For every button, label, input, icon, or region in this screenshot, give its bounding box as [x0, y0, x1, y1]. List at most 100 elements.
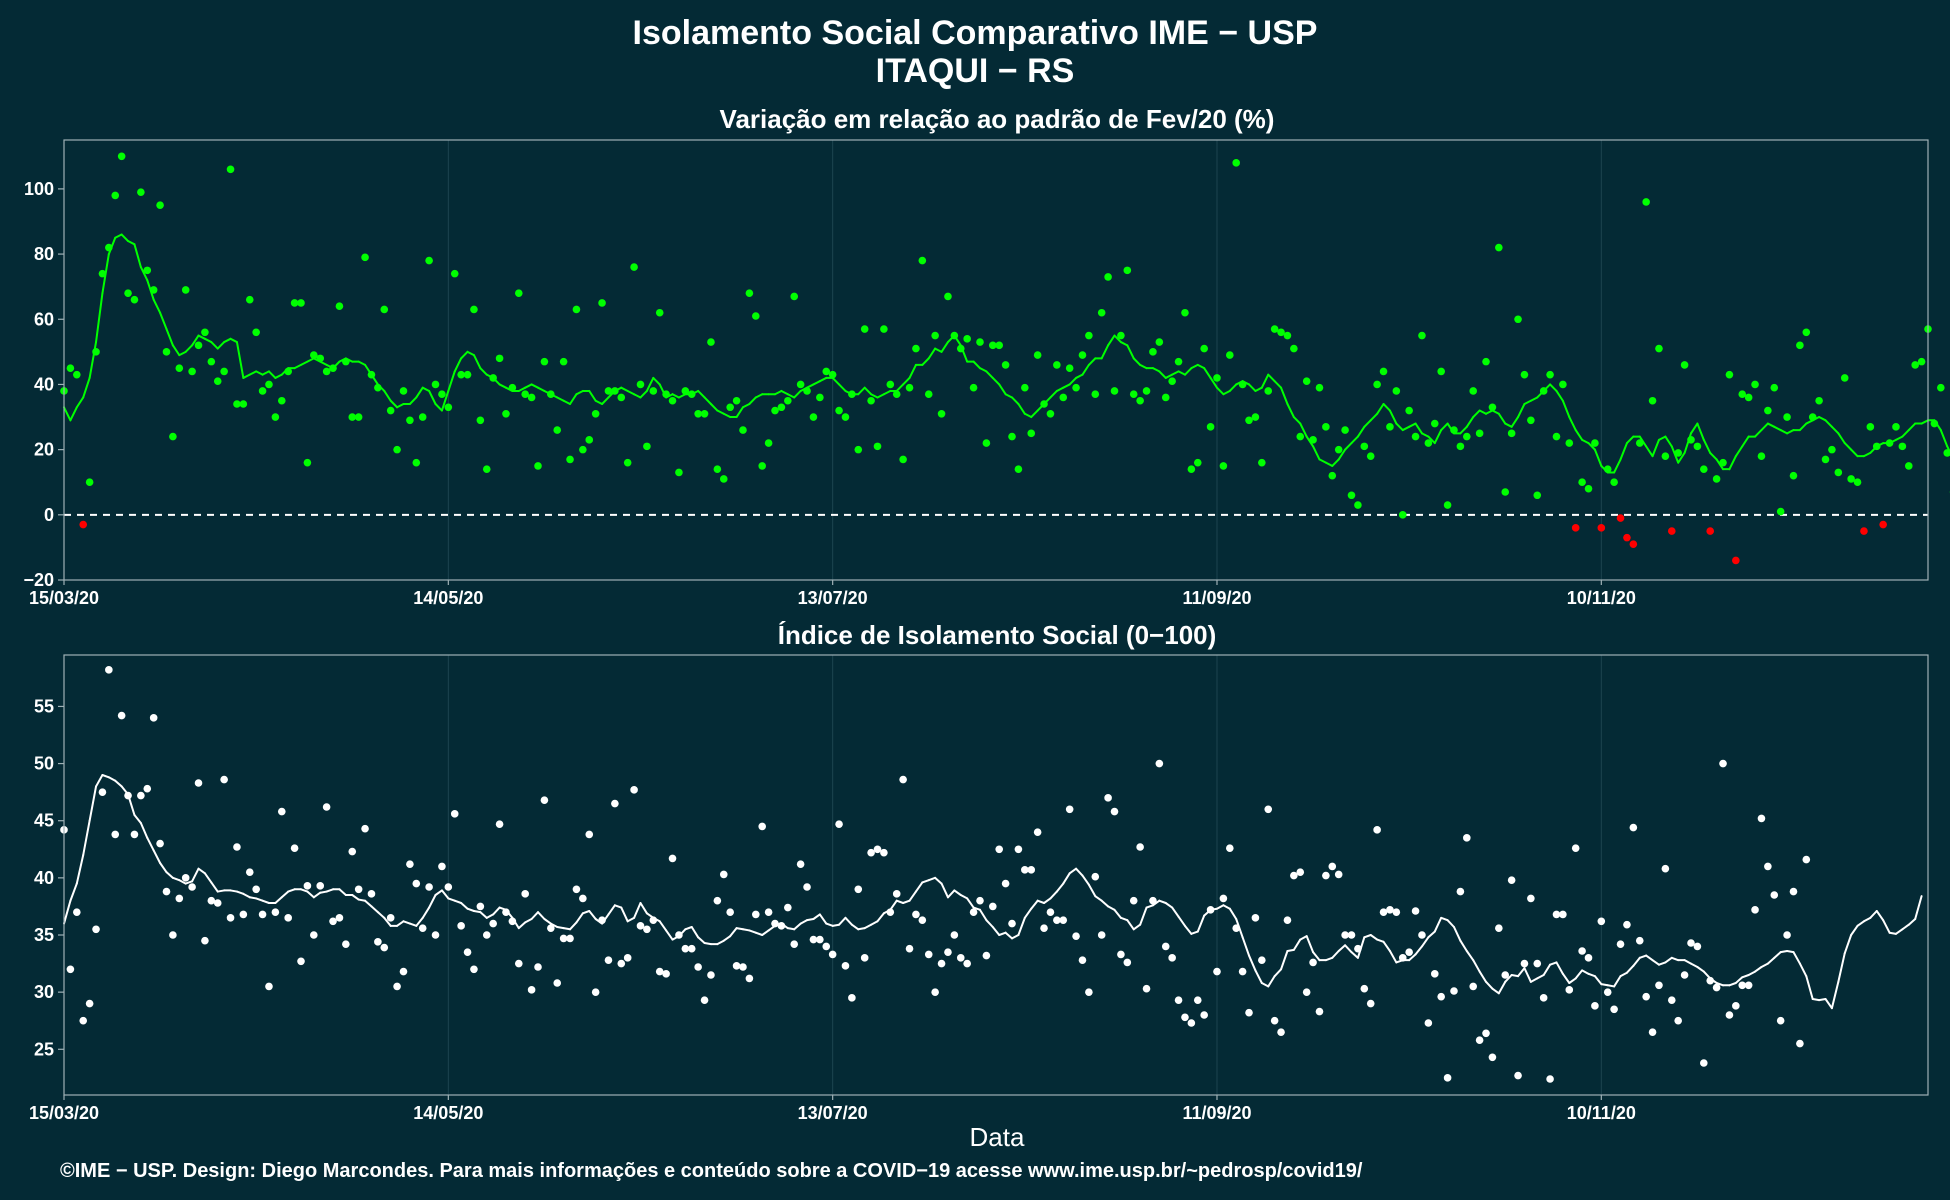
moving-average-segment	[882, 389, 892, 396]
moving-average-segment	[645, 376, 655, 392]
data-point	[1418, 931, 1426, 939]
moving-average-segment	[485, 373, 495, 379]
moving-average-segment	[1593, 975, 1603, 986]
moving-average-segment	[114, 233, 123, 239]
data-point	[1751, 906, 1759, 914]
data-point	[1213, 967, 1221, 976]
data-point	[527, 986, 536, 994]
data-point	[66, 965, 75, 974]
data-point	[1482, 357, 1490, 366]
moving-average-segment	[1119, 341, 1129, 347]
moving-average-segment	[1856, 920, 1865, 927]
data-point	[354, 885, 363, 894]
data-point	[1796, 341, 1804, 350]
moving-average-segment	[1081, 363, 1090, 376]
data-point	[380, 305, 389, 314]
moving-average-segment	[658, 920, 668, 932]
y-tick-label: 50	[34, 754, 54, 774]
moving-average-segment	[1613, 458, 1622, 474]
moving-average-segment	[799, 919, 809, 925]
moving-average-segment	[1862, 451, 1872, 458]
data-point	[418, 413, 427, 421]
data-point	[1097, 308, 1106, 317]
data-point	[1546, 1075, 1554, 1083]
moving-average-segment	[633, 393, 642, 399]
moving-average-segment	[703, 942, 712, 946]
moving-average-segment	[280, 367, 290, 376]
moving-average-segment	[953, 334, 962, 347]
x-axis-label: Data	[970, 1122, 1025, 1152]
data-point	[1430, 419, 1439, 428]
moving-average-segment	[556, 396, 565, 402]
data-point	[675, 468, 683, 477]
data-point	[1578, 478, 1586, 487]
data-point	[367, 890, 376, 898]
moving-average-segment	[1023, 412, 1033, 419]
moving-average-segment	[1510, 974, 1520, 978]
moving-average-segment	[1158, 370, 1167, 379]
moving-average-segment	[1542, 963, 1552, 976]
data-point	[790, 292, 799, 301]
data-point	[1091, 390, 1100, 399]
data-point	[181, 286, 190, 294]
moving-average-segment	[75, 854, 85, 885]
moving-average-segment	[63, 406, 72, 422]
moving-average-segment	[306, 357, 315, 363]
moving-average-segment	[1446, 422, 1455, 435]
moving-average-segment	[1228, 907, 1238, 920]
data-point	[1168, 377, 1176, 385]
data-point	[175, 894, 184, 903]
moving-average-segment	[1292, 938, 1302, 951]
moving-average-segment	[1011, 396, 1020, 405]
data-point	[918, 256, 927, 265]
moving-average-segment	[735, 406, 744, 419]
data-point	[1898, 442, 1907, 451]
moving-average-segment	[1741, 974, 1750, 979]
data-point	[719, 475, 728, 483]
data-point	[1443, 501, 1452, 509]
moving-average-segment	[1651, 959, 1660, 966]
moving-average-segment	[812, 913, 821, 920]
moving-average-segment	[1773, 425, 1782, 432]
moving-average-segment	[1491, 987, 1500, 995]
data-point	[1712, 983, 1721, 992]
data-point	[514, 959, 523, 968]
data-point	[1219, 894, 1228, 903]
data-point	[1757, 452, 1766, 460]
data-point	[1507, 876, 1516, 884]
moving-average-segment	[991, 926, 1001, 936]
moving-average-segment	[857, 386, 866, 396]
moving-average-segment	[197, 334, 206, 340]
moving-average-segment	[120, 233, 130, 243]
data-point	[1258, 956, 1266, 964]
data-point	[1584, 954, 1593, 962]
moving-average-segment	[69, 882, 78, 902]
moving-average-segment	[780, 389, 789, 396]
data-point	[764, 439, 773, 447]
data-point	[476, 416, 485, 425]
moving-average-segment	[357, 898, 367, 902]
moving-average-segment	[1869, 445, 1878, 454]
data-point	[1450, 987, 1458, 995]
moving-average-segment	[1901, 429, 1910, 438]
data-point	[912, 344, 920, 353]
data-point	[1149, 896, 1157, 905]
data-point	[233, 843, 241, 851]
moving-average-segment	[1555, 389, 1564, 402]
moving-average-segment	[1786, 950, 1795, 954]
data-point	[1405, 406, 1413, 415]
moving-average-segment	[1638, 435, 1648, 448]
moving-average-segment	[1299, 422, 1308, 438]
data-point	[1616, 940, 1625, 948]
data-point	[739, 426, 747, 434]
moving-average-segment	[1517, 403, 1526, 419]
data-point	[1693, 942, 1702, 951]
moving-average-segment	[1401, 425, 1411, 432]
data-point	[137, 791, 145, 800]
data-point	[521, 390, 529, 399]
moving-average-segment	[1549, 961, 1558, 966]
data-point	[1860, 527, 1868, 535]
data-point	[1437, 992, 1445, 1001]
moving-average-segment	[1907, 918, 1917, 926]
data-point	[732, 962, 741, 970]
